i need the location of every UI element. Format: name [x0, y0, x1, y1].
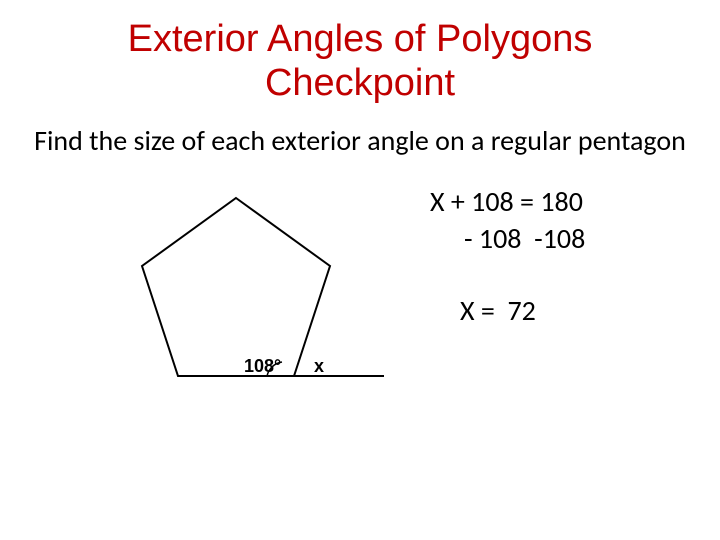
equation-line-2: - 108 -108	[430, 221, 585, 257]
math-work: X + 108 = 180 - 108 -108 X = 72	[430, 184, 585, 329]
figure-bg	[96, 182, 386, 392]
pentagon-figure: 108° x	[96, 182, 386, 392]
slide: Exterior Angles of Polygons Checkpoint F…	[0, 0, 720, 540]
pentagon-svg: 108° x	[96, 182, 386, 392]
exterior-angle-label: x	[314, 356, 324, 376]
slide-title: Exterior Angles of Polygons Checkpoint	[40, 18, 680, 105]
prompt-text: Find the size of each exterior angle on …	[30, 123, 690, 158]
equation-result: X = 72	[430, 293, 585, 329]
equation-line-1: X + 108 = 180	[430, 184, 585, 220]
interior-angle-label: 108°	[244, 356, 281, 376]
